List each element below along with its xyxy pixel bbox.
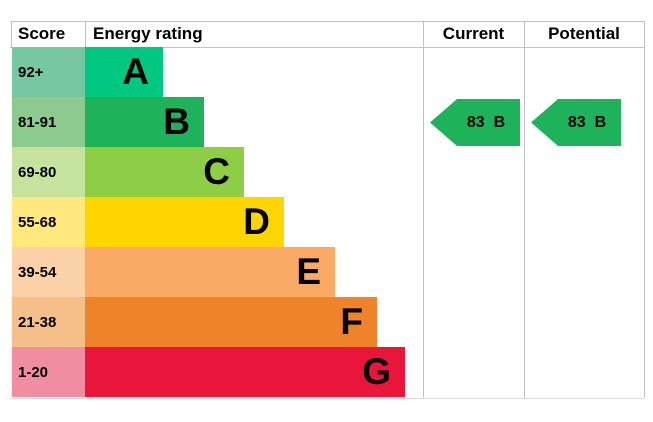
band-b-bar: B — [85, 97, 204, 147]
band-row-c: 69-80 C — [12, 147, 405, 197]
band-g-score-range: 1-20 — [12, 347, 85, 397]
current-rating-arrow: 83 B — [430, 99, 520, 146]
band-d-bar: D — [85, 197, 284, 247]
band-b-letter: B — [163, 101, 190, 142]
band-e-bar: E — [85, 247, 335, 297]
band-c-score-range: 69-80 — [12, 147, 85, 197]
band-a-bar: A — [85, 47, 163, 97]
band-d-letter: D — [243, 201, 270, 242]
band-e-score-range: 39-54 — [12, 247, 85, 297]
band-row-a: 92+ A — [12, 47, 405, 97]
table-bottom-border — [10, 398, 644, 399]
band-c-bar: C — [85, 147, 244, 197]
score-column-divider — [85, 21, 86, 47]
current-rating-band: B — [493, 113, 506, 131]
table-right-border — [644, 21, 645, 398]
current-column-left-border — [423, 21, 424, 398]
band-b-score-range: 81-91 — [12, 97, 85, 147]
band-c-letter: C — [203, 151, 230, 192]
header-left-border — [11, 21, 12, 47]
band-f-bar: F — [85, 297, 377, 347]
band-row-b: 81-91 B — [12, 97, 405, 147]
band-row-e: 39-54 E — [12, 247, 405, 297]
band-row-f: 21-38 F — [12, 297, 405, 347]
potential-rating-score: 83 — [567, 113, 586, 131]
band-a-score-range: 92+ — [12, 47, 85, 97]
band-f-score-range: 21-38 — [12, 297, 85, 347]
score-column-header: Score — [18, 24, 66, 43]
band-row-g: 1-20 G — [12, 347, 405, 397]
potential-column-header: Potential — [548, 24, 620, 43]
potential-column-left-border — [524, 21, 525, 398]
table-top-border — [10, 21, 644, 22]
potential-rating-arrow: 83 B — [531, 99, 621, 146]
current-rating-score: 83 — [466, 113, 485, 131]
band-rows: 92+ A 81-91 B 69-80 C 55-68 D 39-54 — [12, 47, 405, 397]
band-f-letter: F — [340, 301, 363, 342]
band-e-letter: E — [296, 251, 321, 292]
current-column-header: Current — [442, 24, 505, 43]
band-row-d: 55-68 D — [12, 197, 405, 247]
energy-rating-column-header: Energy rating — [93, 24, 203, 43]
band-d-score-range: 55-68 — [12, 197, 85, 247]
header-bottom-border — [10, 47, 644, 48]
band-a-letter: A — [122, 51, 149, 92]
band-g-letter: G — [362, 351, 391, 392]
potential-rating-band: B — [594, 113, 607, 131]
band-g-bar: G — [85, 347, 405, 397]
